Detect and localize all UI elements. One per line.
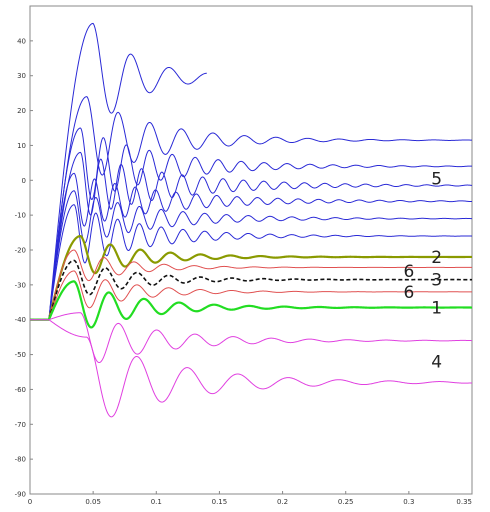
x-tick-label: 0.3	[403, 498, 414, 506]
y-tick-label: 40	[17, 37, 26, 45]
x-tick-label: 0.2	[277, 498, 288, 506]
series-line-1	[30, 22, 207, 321]
series-line-7	[30, 204, 473, 321]
series-line-14	[30, 319, 473, 418]
curve-label: 1	[431, 299, 442, 319]
y-tick-label: -50	[15, 351, 26, 359]
annotation-layer: 5 26 361 4	[403, 170, 442, 373]
series-layer	[29, 22, 473, 418]
x-tick-label: 0.05	[85, 498, 101, 506]
y-tick-label: 30	[17, 72, 26, 80]
series-line-6	[30, 190, 473, 321]
y-tick-label: -10	[15, 212, 26, 220]
series-line-11	[30, 270, 472, 321]
series-line-5	[30, 172, 473, 321]
curve-label: 3	[431, 271, 442, 291]
y-tick-label: 0	[22, 177, 26, 185]
y-tick-label: -20	[15, 247, 26, 255]
axes: -90 -80 -70 -60 -50 -40 -30 -20 -10 0 10 20 30 40 0 0.0…	[15, 5, 473, 506]
series-line-8	[29, 234, 473, 321]
y-tick-label: -30	[15, 281, 26, 289]
x-tick-label: 0.25	[338, 498, 354, 506]
curve-label: 4	[431, 353, 442, 373]
series-line-13	[30, 312, 473, 364]
curve-label: 6	[403, 283, 414, 303]
curve-label: 5	[431, 170, 442, 190]
y-tick-label: -40	[15, 316, 26, 324]
x-tick-label: 0.35	[456, 498, 472, 506]
x-tick-label: 0.15	[212, 498, 228, 506]
series-line-4	[30, 151, 473, 321]
x-tick-label: 0	[28, 498, 32, 506]
x-tick-label: 0.1	[151, 498, 162, 506]
y-tick-label: 20	[17, 107, 26, 115]
series-line-12	[29, 280, 473, 329]
series-line-10	[29, 259, 473, 321]
y-tick-label: -80	[15, 456, 26, 464]
series-line-2	[30, 96, 473, 321]
curve-label: 6	[403, 262, 414, 282]
series-line-9	[30, 249, 472, 321]
series-line-3	[30, 127, 473, 321]
y-tick-label: 10	[17, 142, 26, 150]
curve-label: 2	[431, 248, 442, 268]
y-tick-label: -90	[15, 491, 26, 499]
y-tick-label: -70	[15, 421, 26, 429]
y-tick-label: -60	[15, 386, 26, 394]
